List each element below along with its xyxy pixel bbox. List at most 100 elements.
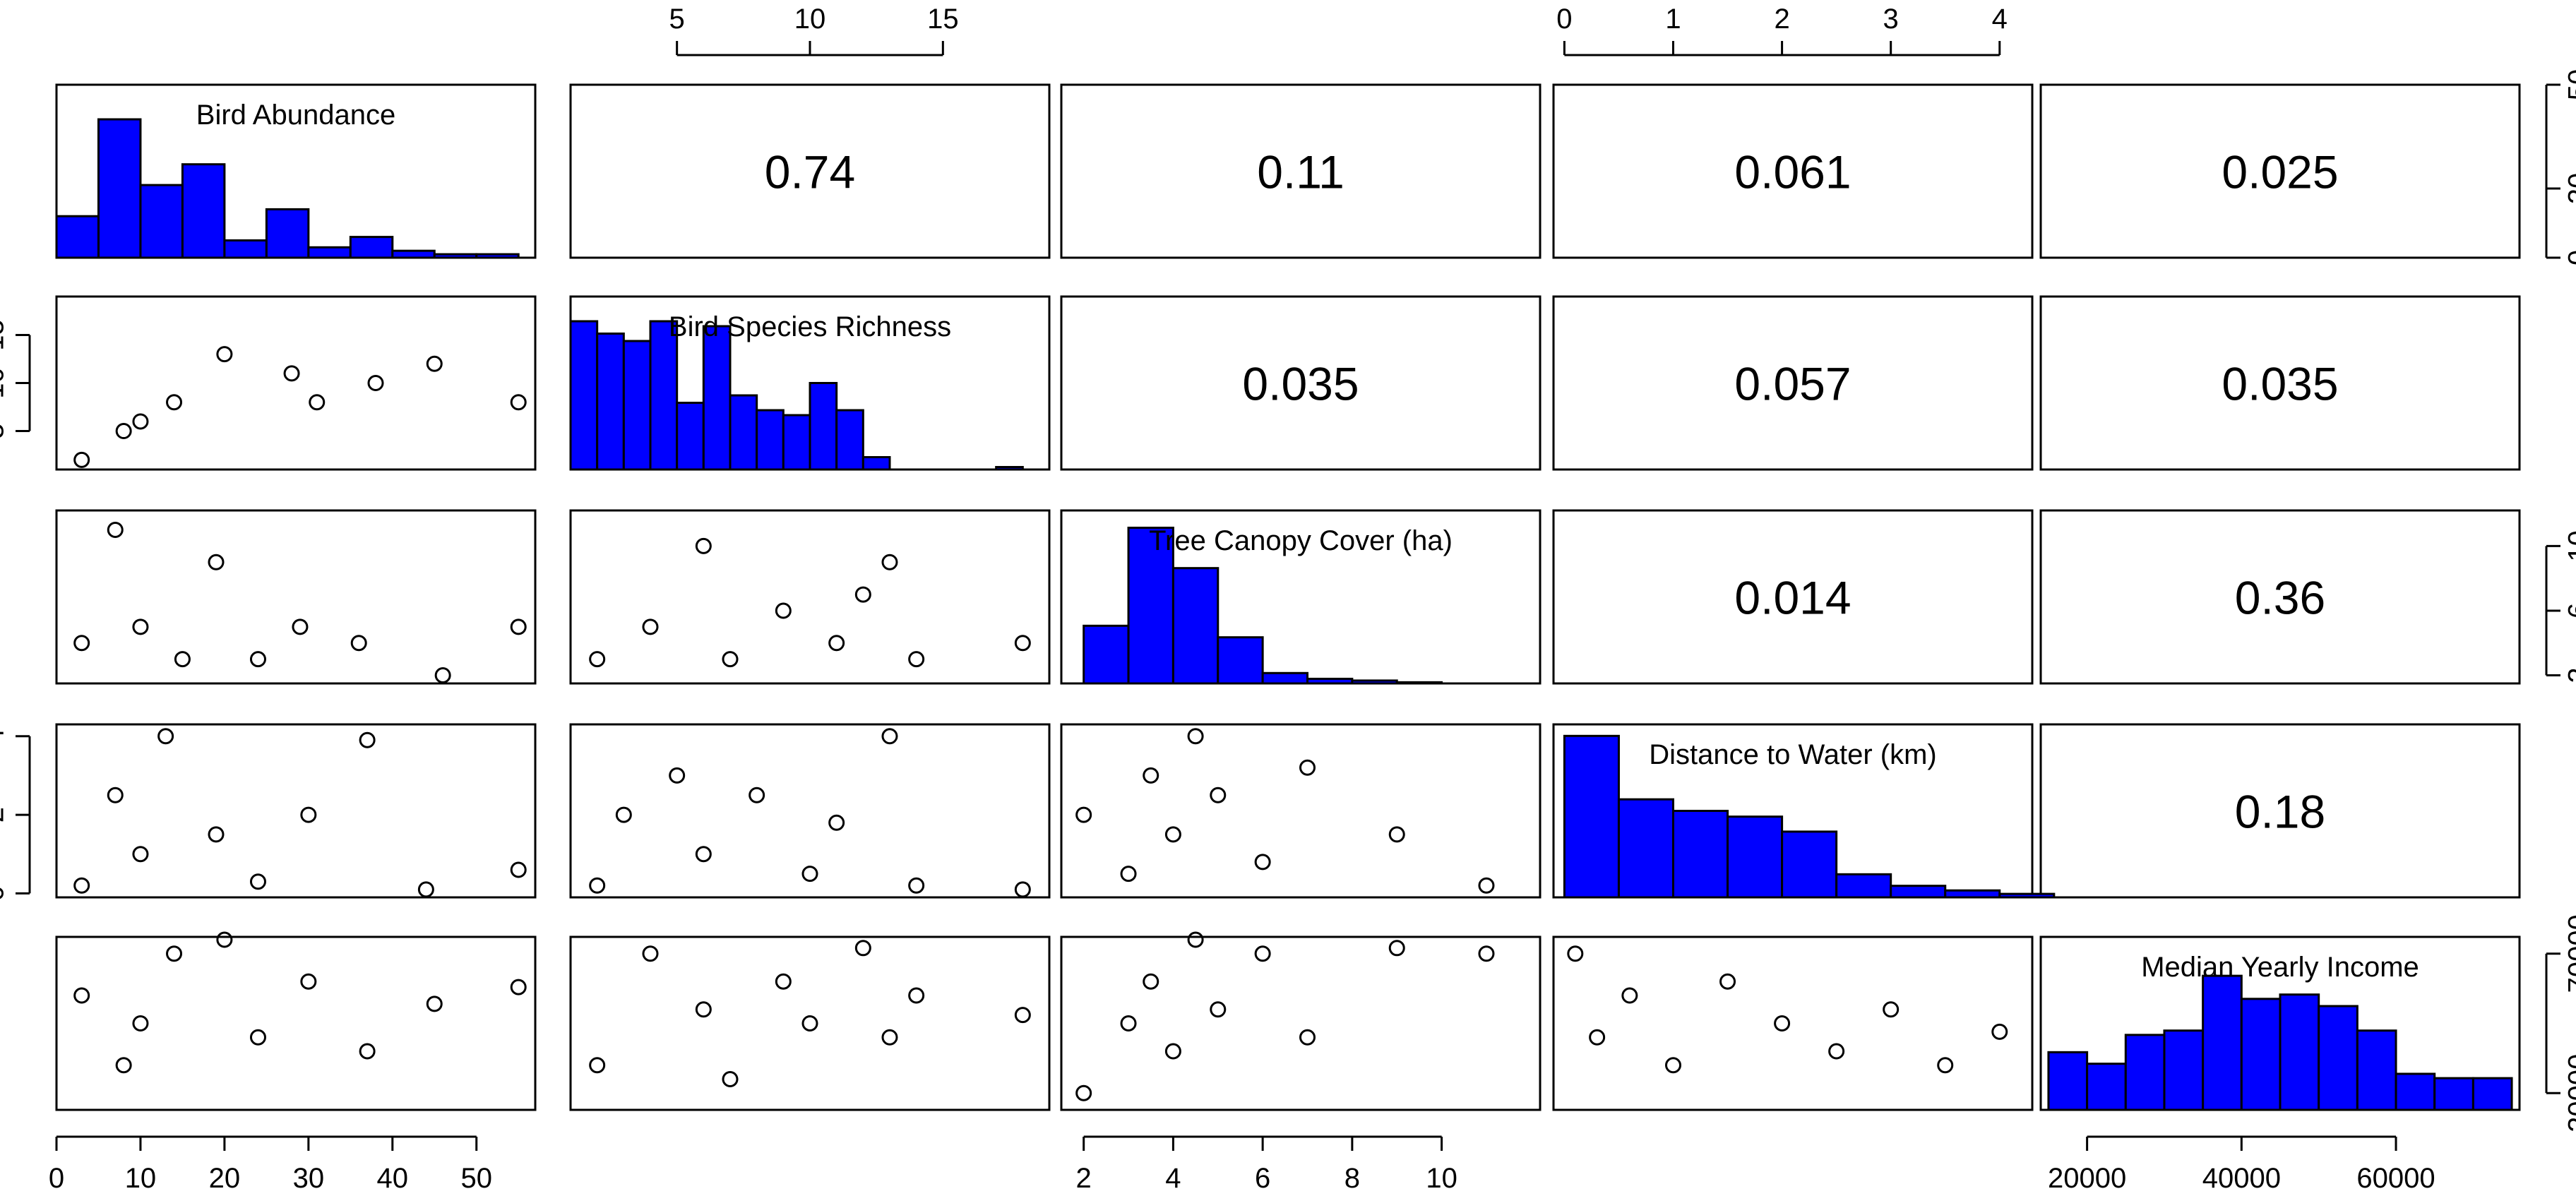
panel-frame-r3-c2 <box>1060 723 1542 899</box>
axis-right-label-r2-2: 10 <box>2563 530 2576 562</box>
axis-bottom-label-median-yearly-income-2: 60000 <box>2356 1163 2435 1194</box>
scatter-point-r4-c1-2 <box>695 1001 712 1018</box>
scatter-point-r3-c0-2 <box>132 846 149 863</box>
hist-bar-median-yearly-income-5 <box>2240 998 2282 1111</box>
hist-bar-distance-to-water-km-6 <box>1890 885 1947 899</box>
scatter-point-r4-c1-6 <box>854 940 871 957</box>
axis-bottom-label-bird-abundance-1: 10 <box>125 1163 157 1194</box>
correlation-r0-c1: 0.74 <box>765 146 855 198</box>
scatter-point-r4-c3-5 <box>1774 1015 1791 1031</box>
scatter-point-r1-c0-5 <box>283 365 300 382</box>
axis-right-label-r0-1: 20 <box>2563 173 2576 205</box>
scatter-point-r4-c3-9 <box>1991 1023 2008 1040</box>
scatter-point-r3-c2-3 <box>1164 826 1181 843</box>
scatter-point-r4-c0-5 <box>249 1029 266 1046</box>
axis-right-label-r2-0: 2 <box>2563 667 2576 683</box>
scatter-point-r3-c1-2 <box>669 767 686 784</box>
scatter-point-r3-c0-0 <box>73 877 90 894</box>
correlation-r0-c3: 0.061 <box>1734 146 1851 198</box>
scatter-point-r2-c0-5 <box>249 651 266 668</box>
scatter-point-r4-c3-1 <box>1589 1029 1606 1046</box>
hist-bar-median-yearly-income-4 <box>2202 974 2243 1111</box>
axis-bottom-label-bird-abundance-2: 20 <box>209 1163 241 1194</box>
axis-top-label-bird-species-richness-2: 15 <box>927 4 959 35</box>
correlation-r0-c4: 0.025 <box>2222 146 2338 198</box>
scatter-point-r3-c0-5 <box>249 873 266 890</box>
correlation-r3-c4: 0.18 <box>2235 786 2325 838</box>
scatter-point-r3-c0-9 <box>510 861 527 878</box>
hist-bar-bird-species-richness-3 <box>649 320 679 471</box>
scatter-point-r4-c0-6 <box>300 973 317 990</box>
hist-bar-distance-to-water-km-2 <box>1672 810 1729 899</box>
axis-bottom-label-tree-canopy-cover-ha-4: 10 <box>1426 1163 1457 1194</box>
hist-bar-bird-species-richness-7 <box>756 409 785 471</box>
panel-frame-r0-c3 <box>1552 83 2034 259</box>
scatter-point-r3-c2-6 <box>1254 854 1271 871</box>
hist-bar-bird-species-richness-10 <box>835 409 864 471</box>
panel-frame-r2-c3 <box>1552 509 2034 685</box>
hist-bar-distance-to-water-km-4 <box>1781 830 1838 899</box>
scatter-point-r4-c2-6 <box>1254 945 1271 962</box>
hist-bar-median-yearly-income-7 <box>2318 1005 2359 1111</box>
hist-bar-bird-abundance-6 <box>307 246 352 259</box>
hist-bar-bird-species-richness-2 <box>622 340 652 471</box>
scatter-point-r3-c1-0 <box>589 877 606 894</box>
hist-bar-distance-to-water-km-5 <box>1835 873 1892 899</box>
axis-top-label-bird-species-richness-1: 10 <box>794 4 826 35</box>
scatter-point-r2-c1-9 <box>1014 635 1031 652</box>
axis-bottom-label-median-yearly-income-0: 20000 <box>2048 1163 2126 1194</box>
scatter-point-r4-c1-7 <box>881 1029 898 1046</box>
correlation-r1-c3: 0.057 <box>1734 358 1851 410</box>
axis-bottom-label-tree-canopy-cover-ha-2: 6 <box>1255 1163 1270 1194</box>
scatter-point-r4-c0-1 <box>115 1057 132 1074</box>
axis-top-label-distance-to-water-km-2: 2 <box>1774 4 1789 35</box>
scatter-point-r1-c0-2 <box>132 413 149 430</box>
scatter-point-r4-c0-4 <box>216 931 233 948</box>
scatter-point-r2-c0-3 <box>174 651 191 668</box>
correlation-r0-c2: 0.11 <box>1257 146 1344 198</box>
diag-label-tree-canopy-cover-ha: Tree Canopy Cover (ha) <box>1149 525 1453 556</box>
scatter-point-r2-c1-7 <box>881 554 898 570</box>
scatter-point-r4-c1-3 <box>722 1071 739 1088</box>
hist-bar-distance-to-water-km-0 <box>1563 734 1620 899</box>
scatter-point-r4-c3-2 <box>1621 987 1638 1004</box>
scatter-point-r3-c2-1 <box>1120 866 1137 883</box>
scatter-point-r3-c0-7 <box>359 731 376 748</box>
scatter-point-r3-c0-4 <box>208 826 225 843</box>
diag-label-bird-species-richness: Bird Species Richness <box>669 311 951 342</box>
scatter-point-r4-c1-5 <box>801 1015 818 1031</box>
scatter-point-r3-c1-4 <box>749 787 765 803</box>
scatter-point-r2-c1-4 <box>775 602 792 619</box>
axis-top-label-distance-to-water-km-4: 4 <box>1992 4 2008 35</box>
scatter-point-r3-c2-2 <box>1143 767 1159 784</box>
scatter-point-r4-c0-9 <box>510 979 527 995</box>
panel-frame-r4-c2 <box>1060 935 1542 1111</box>
correlation-r1-c2: 0.035 <box>1242 358 1359 410</box>
scatter-point-r2-c1-6 <box>854 586 871 603</box>
hist-bar-median-yearly-income-3 <box>2163 1029 2205 1111</box>
axis-top-label-bird-species-richness-0: 5 <box>669 4 685 35</box>
hist-bar-bird-species-richness-16 <box>995 466 1024 471</box>
scatter-point-r3-c0-6 <box>300 806 317 823</box>
scatter-point-r4-c1-9 <box>1014 1007 1031 1024</box>
scatter-point-r3-c1-7 <box>881 728 898 745</box>
scatter-point-r4-c3-8 <box>1937 1057 1954 1074</box>
scatter-point-r4-c2-0 <box>1075 1084 1092 1101</box>
hist-bar-bird-abundance-8 <box>391 249 436 259</box>
scatter-point-r3-c0-1 <box>107 787 124 803</box>
axis-left-label-r1-1: 10 <box>0 367 10 399</box>
hist-bar-bird-species-richness-5 <box>702 325 732 471</box>
scatter-point-r1-c0-4 <box>216 346 233 363</box>
hist-bar-bird-abundance-3 <box>181 163 226 259</box>
hist-bar-bird-abundance-0 <box>55 215 100 259</box>
axis-right-label-r0-2: 50 <box>2563 69 2576 101</box>
hist-bar-bird-species-richness-8 <box>782 414 811 471</box>
hist-bar-bird-species-richness-4 <box>676 402 705 471</box>
axis-bottom-label-bird-abundance-3: 30 <box>293 1163 325 1194</box>
correlation-r2-c4: 0.36 <box>2235 572 2325 624</box>
scatter-point-r3-c0-3 <box>157 728 174 745</box>
hist-bar-tree-canopy-cover-ha-7 <box>1395 681 1443 685</box>
scatter-point-r4-c3-6 <box>1828 1043 1845 1060</box>
scatter-point-r2-c0-7 <box>350 635 367 652</box>
axis-top-label-distance-to-water-km-3: 3 <box>1883 4 1899 35</box>
